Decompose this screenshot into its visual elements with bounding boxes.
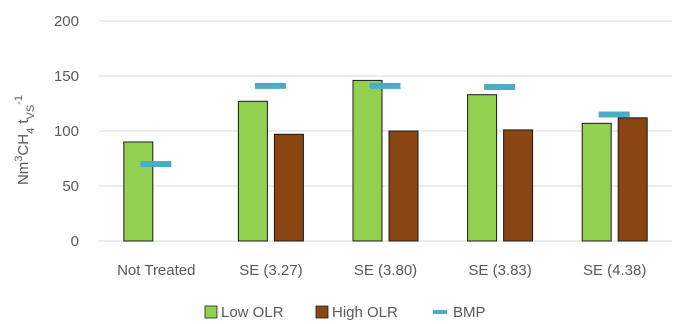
bar-low-olr (467, 94, 498, 242)
bmp-marker (598, 111, 630, 118)
y-axis-ticks: 0 50 100 150 200 (54, 13, 79, 250)
bars (123, 79, 648, 242)
legend-label-low-olr: Low OLR (221, 304, 284, 321)
y-tick-label: 50 (62, 178, 79, 195)
legend-label-high-olr: High OLR (332, 304, 398, 321)
x-tick-label: Not Treated (117, 262, 195, 279)
legend: Low OLR High OLR BMP (204, 304, 486, 321)
legend-label-bmp: BMP (453, 304, 486, 321)
x-tick-label: SE (3.83) (468, 262, 531, 279)
bar-low-olr (581, 122, 612, 242)
x-tick-label: SE (3.80) (354, 262, 417, 279)
bmp-marker (484, 84, 516, 90)
y-tick-label: 200 (54, 13, 79, 30)
x-tick-label: SE (3.27) (239, 262, 302, 279)
gridlines (99, 20, 672, 242)
bar-high-olr (388, 130, 419, 242)
bmp-marker (369, 82, 401, 89)
bar-high-olr (273, 133, 304, 242)
y-tick-label: 100 (54, 123, 79, 140)
legend-swatch-high-olr (315, 305, 329, 319)
bar-high-olr (617, 117, 648, 242)
bar-low-olr (237, 100, 268, 242)
y-tick-label: 0 (71, 233, 79, 250)
bar-high-olr (503, 129, 534, 242)
bmp-marker (254, 82, 286, 89)
bmp-marker (140, 161, 172, 167)
bar-low-olr (352, 79, 383, 242)
legend-swatch-low-olr (204, 305, 218, 319)
x-axis-categories: Not Treated SE (3.27) SE (3.80) SE (3.83) SE… (117, 262, 646, 279)
bar-low-olr (123, 141, 154, 242)
y-tick-label: 150 (54, 68, 79, 85)
x-tick-label: SE (4.38) (583, 262, 646, 279)
legend-swatch-bmp (433, 310, 447, 314)
bmp-markers (140, 82, 630, 167)
y-axis-label: Nm3CH4 tVS-1 (13, 95, 37, 185)
